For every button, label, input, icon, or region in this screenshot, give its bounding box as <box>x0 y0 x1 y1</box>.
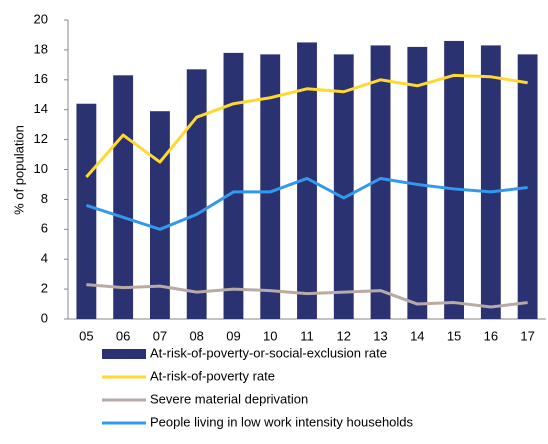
x-tick-label: 11 <box>300 328 314 343</box>
bar <box>444 40 465 320</box>
x-tick-label: 12 <box>337 328 351 343</box>
bar <box>480 45 501 319</box>
bar <box>517 54 538 319</box>
legend-label: People living in low work intensity hous… <box>150 414 414 429</box>
legend-label: Severe material deprivation <box>150 391 308 406</box>
x-tick-label: 16 <box>484 328 498 343</box>
x-tick-label: 15 <box>447 328 461 343</box>
x-tick-label: 14 <box>410 328 424 343</box>
line <box>86 283 528 309</box>
bar <box>186 69 207 320</box>
x-tick-label: 09 <box>226 328 240 343</box>
y-tick-label: 14 <box>34 101 48 116</box>
bar <box>333 54 354 319</box>
y-tick-label: 16 <box>34 71 48 86</box>
x-tick-label: 07 <box>153 328 167 343</box>
line <box>85 73 528 178</box>
bar <box>260 54 281 319</box>
y-tick-label: 4 <box>41 251 48 266</box>
x-tick-label: 13 <box>373 328 387 343</box>
legend-swatch <box>102 349 146 359</box>
x-tick-label: 08 <box>189 328 203 343</box>
bar <box>370 45 391 319</box>
line <box>85 176 528 231</box>
y-tick-label: 20 <box>34 11 48 26</box>
y-tick-label: 12 <box>34 131 48 146</box>
y-tick-label: 18 <box>34 41 48 56</box>
x-tick-label: 06 <box>116 328 130 343</box>
bar <box>223 52 244 319</box>
legend-label: At-risk-of-poverty rate <box>150 368 275 383</box>
x-tick-label: 17 <box>520 328 534 343</box>
x-tick-label: 10 <box>263 328 277 343</box>
legend-label: At-risk-of-poverty-or-social-exclusion r… <box>150 345 387 360</box>
x-tick-label: 05 <box>79 328 93 343</box>
y-tick-label: 10 <box>34 161 48 176</box>
y-tick-label: 8 <box>41 191 48 206</box>
y-tick-label: 6 <box>41 221 48 236</box>
bar <box>76 103 97 319</box>
y-tick-label: 2 <box>41 281 48 296</box>
bar <box>113 75 134 319</box>
y-tick-label: 0 <box>41 310 48 325</box>
bar <box>297 42 317 320</box>
y-axis-title: % of population <box>11 125 26 215</box>
bar <box>149 111 170 319</box>
